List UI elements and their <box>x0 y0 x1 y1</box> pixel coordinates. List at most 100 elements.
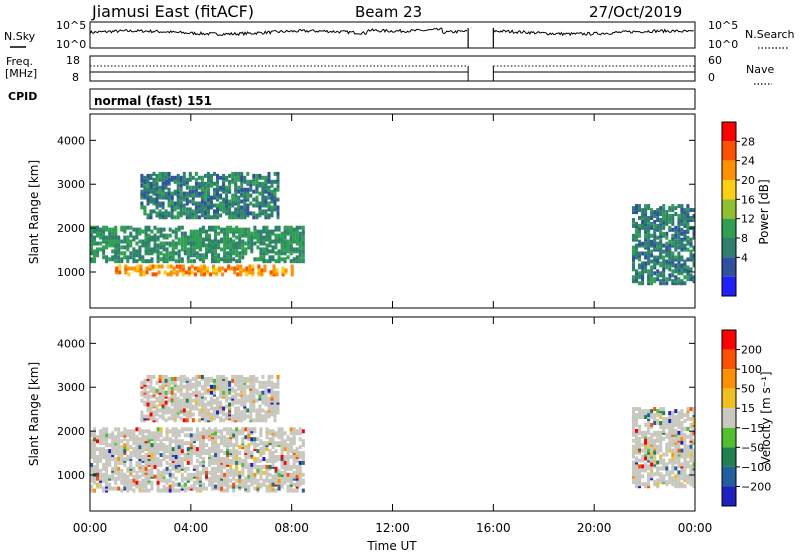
power-cell <box>686 265 690 270</box>
velocity-cell <box>644 422 648 427</box>
velocity-cell <box>150 431 154 436</box>
power-cell <box>692 235 696 240</box>
power-cell <box>240 205 244 210</box>
power-cell <box>174 251 178 256</box>
power-cell <box>152 177 156 182</box>
power-cell <box>188 189 192 194</box>
velocity-cell <box>240 418 244 423</box>
power-cell <box>286 255 290 260</box>
velocity-cell <box>105 449 109 454</box>
power-cell <box>188 211 192 216</box>
velocity-cell <box>144 462 148 467</box>
freq-label-1: Freq. <box>6 55 33 68</box>
power-cell <box>267 201 271 206</box>
velocity-cell <box>653 438 657 443</box>
power-cell <box>214 249 217 254</box>
power-cell <box>135 253 139 258</box>
power-cell <box>173 189 177 194</box>
power-cell <box>146 213 150 218</box>
power-cell <box>238 239 242 244</box>
colorbar-tick-label: 100 <box>741 363 762 376</box>
power-cell <box>117 247 121 252</box>
velocity-cell <box>138 474 142 479</box>
power-cell <box>173 215 177 220</box>
velocity-cell <box>170 402 174 407</box>
power-cell <box>671 227 675 232</box>
y-tick-label: 3000 <box>57 381 85 394</box>
velocity-cell <box>650 432 654 437</box>
power-cell <box>247 227 251 232</box>
velocity-cell <box>211 466 214 471</box>
velocity-cell <box>105 441 109 446</box>
power-cell <box>146 187 150 192</box>
velocity-cell <box>152 386 156 391</box>
velocity-cell <box>662 407 666 412</box>
power-cell <box>264 195 268 200</box>
velocity-cell <box>238 478 242 483</box>
power-cell <box>191 199 195 204</box>
power-cell <box>138 239 142 244</box>
colorbar-tick-label: 50 <box>741 383 755 396</box>
power-cell <box>683 216 687 220</box>
velocity-cell <box>90 445 93 450</box>
velocity-cell <box>223 460 227 465</box>
velocity-cell <box>234 392 238 397</box>
power-cell <box>641 261 645 266</box>
power-cell <box>671 263 675 268</box>
power-cell <box>237 203 241 208</box>
velocity-cell <box>270 408 274 413</box>
velocity-cell <box>292 488 296 493</box>
power-cell <box>144 231 148 236</box>
power-cell <box>161 195 165 200</box>
power-cell <box>224 268 228 273</box>
power-cell <box>211 251 214 256</box>
power-cell <box>182 171 186 176</box>
power-cell <box>274 225 278 230</box>
power-cell <box>686 204 690 209</box>
power-cell <box>156 249 160 254</box>
power-cell <box>214 229 217 234</box>
velocity-cell <box>177 488 181 493</box>
power-cell <box>213 193 216 198</box>
power-cell <box>205 233 208 238</box>
velocity-cell <box>229 443 233 448</box>
power-cell <box>200 199 204 204</box>
power-cell <box>143 193 147 198</box>
power-cell <box>188 171 192 176</box>
velocity-cell <box>240 400 244 405</box>
nsky-tick-bottom: 10^0 <box>56 38 86 51</box>
power-cell <box>141 229 145 234</box>
velocity-cell <box>114 457 118 461</box>
velocity-cell <box>647 482 651 487</box>
velocity-cell <box>165 437 169 442</box>
velocity-cell <box>225 390 229 395</box>
velocity-cell <box>273 408 277 413</box>
colorbar-tick-label: 16 <box>741 193 755 206</box>
power-cell <box>246 203 250 208</box>
velocity-cell <box>231 418 235 423</box>
velocity-cell <box>144 466 148 471</box>
power-cell <box>191 175 195 180</box>
velocity-cell <box>692 421 696 425</box>
colorbar-tick-label: −100 <box>741 461 771 474</box>
power-cell <box>283 251 287 256</box>
velocity-cell <box>686 434 690 439</box>
velocity-cell <box>149 384 153 389</box>
power-cell <box>261 209 265 214</box>
power-cell <box>151 272 155 277</box>
power-cell <box>252 215 256 220</box>
velocity-cell <box>156 431 160 436</box>
velocity-cell <box>197 408 201 413</box>
velocity-cell <box>677 430 681 435</box>
power-cell <box>150 257 154 262</box>
power-cell <box>159 251 163 256</box>
power-cell <box>686 239 690 244</box>
velocity-cell <box>189 439 193 444</box>
velocity-cell <box>123 427 127 432</box>
power-cell <box>189 253 193 258</box>
power-cell <box>126 225 130 230</box>
power-cell <box>96 225 99 230</box>
velocity-cell <box>231 414 235 419</box>
velocity-cell <box>253 441 257 446</box>
